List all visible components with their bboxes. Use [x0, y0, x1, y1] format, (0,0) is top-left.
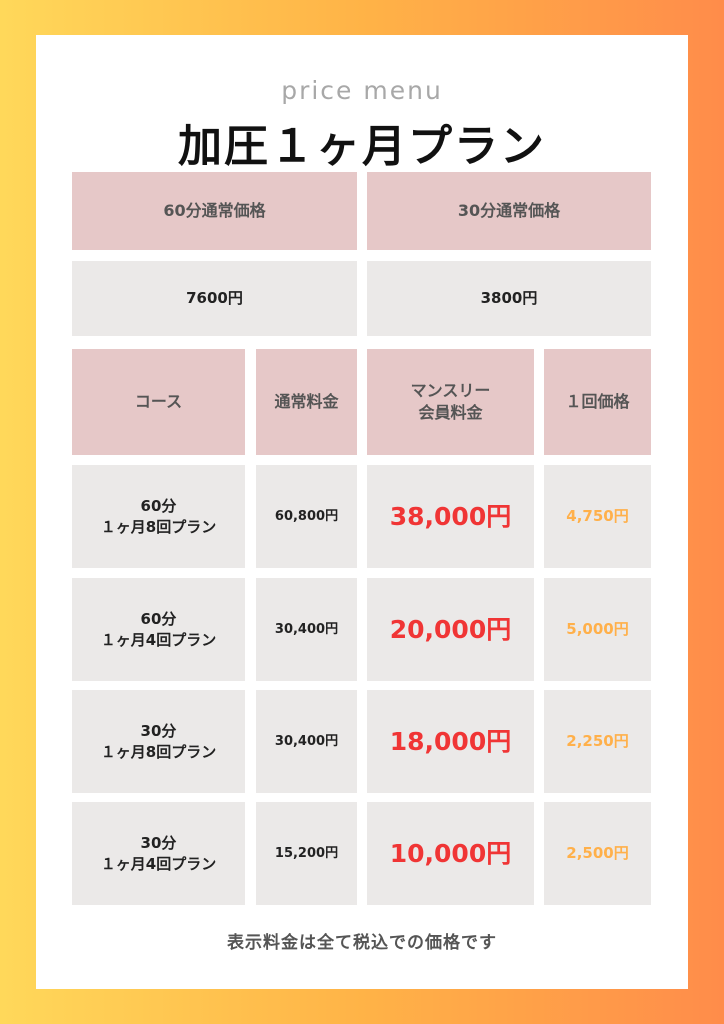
table-row-regular-price: 60,800円 — [256, 465, 357, 568]
table-row-course: 30分 １ヶ月4回プラン — [72, 802, 245, 905]
table-row-regular-price: 15,200円 — [256, 802, 357, 905]
normal-price-header-60: 60分通常価格 — [72, 172, 357, 250]
table-row-monthly-price: 10,000円 — [367, 802, 534, 905]
table-row-regular-price: 30,400円 — [256, 690, 357, 793]
table-row-per-session-price: 4,750円 — [544, 465, 651, 568]
table-header-monthly: マンスリー 会員料金 — [367, 349, 534, 455]
normal-price-header-30: 30分通常価格 — [367, 172, 651, 250]
page-title: 加圧１ヶ月プラン — [178, 121, 546, 172]
table-row-course: 60分 １ヶ月8回プラン — [72, 465, 245, 568]
table-header-per-session: １回価格 — [544, 349, 651, 455]
table-row-regular-price: 30,400円 — [256, 578, 357, 681]
table-row-monthly-price: 20,000円 — [367, 578, 534, 681]
table-header-regular: 通常料金 — [256, 349, 357, 455]
table-row-course: 30分 １ヶ月8回プラン — [72, 690, 245, 793]
subtitle: price menu — [281, 76, 443, 105]
table-row-per-session-price: 2,250円 — [544, 690, 651, 793]
table-row-per-session-price: 2,500円 — [544, 802, 651, 905]
table-header-course: コース — [72, 349, 245, 455]
normal-price-value-30: 3800円 — [367, 261, 651, 336]
table-row-per-session-price: 5,000円 — [544, 578, 651, 681]
table-row-monthly-price: 18,000円 — [367, 690, 534, 793]
tax-note: 表示料金は全て税込での価格です — [227, 933, 497, 953]
table-row-monthly-price: 38,000円 — [367, 465, 534, 568]
table-row-course: 60分 １ヶ月4回プラン — [72, 578, 245, 681]
normal-price-value-60: 7600円 — [72, 261, 357, 336]
